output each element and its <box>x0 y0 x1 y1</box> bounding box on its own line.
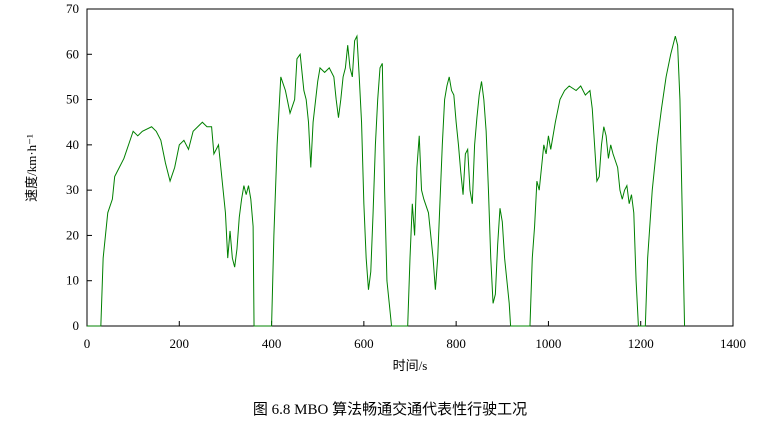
x-tick-label: 400 <box>262 336 282 351</box>
y-tick-label: 40 <box>66 137 79 152</box>
y-tick-label: 70 <box>66 1 79 16</box>
x-tick-label: 1200 <box>628 336 654 351</box>
x-tick-label: 0 <box>84 336 91 351</box>
x-tick-label: 200 <box>170 336 190 351</box>
caption: 图 6.8 MBO 算法畅通交通代表性行驶工况 <box>253 400 527 418</box>
y-tick-label: 20 <box>66 227 79 242</box>
y-tick-label: 10 <box>66 273 79 288</box>
x-tick-label: 800 <box>446 336 466 351</box>
y-tick-label: 60 <box>66 46 79 61</box>
y-tick-label: 50 <box>66 92 79 107</box>
y-axis-label: 速度/km·h⁻¹ <box>24 134 39 202</box>
y-tick-label: 0 <box>73 318 80 333</box>
plot-frame <box>86 8 734 327</box>
data-line <box>87 34 686 327</box>
x-tick-label: 1000 <box>535 336 561 351</box>
x-tick-label: 600 <box>354 336 374 351</box>
y-tick-label: 30 <box>66 182 79 197</box>
x-axis-label: 时间/s <box>393 358 428 373</box>
x-tick-label: 1400 <box>720 336 746 351</box>
